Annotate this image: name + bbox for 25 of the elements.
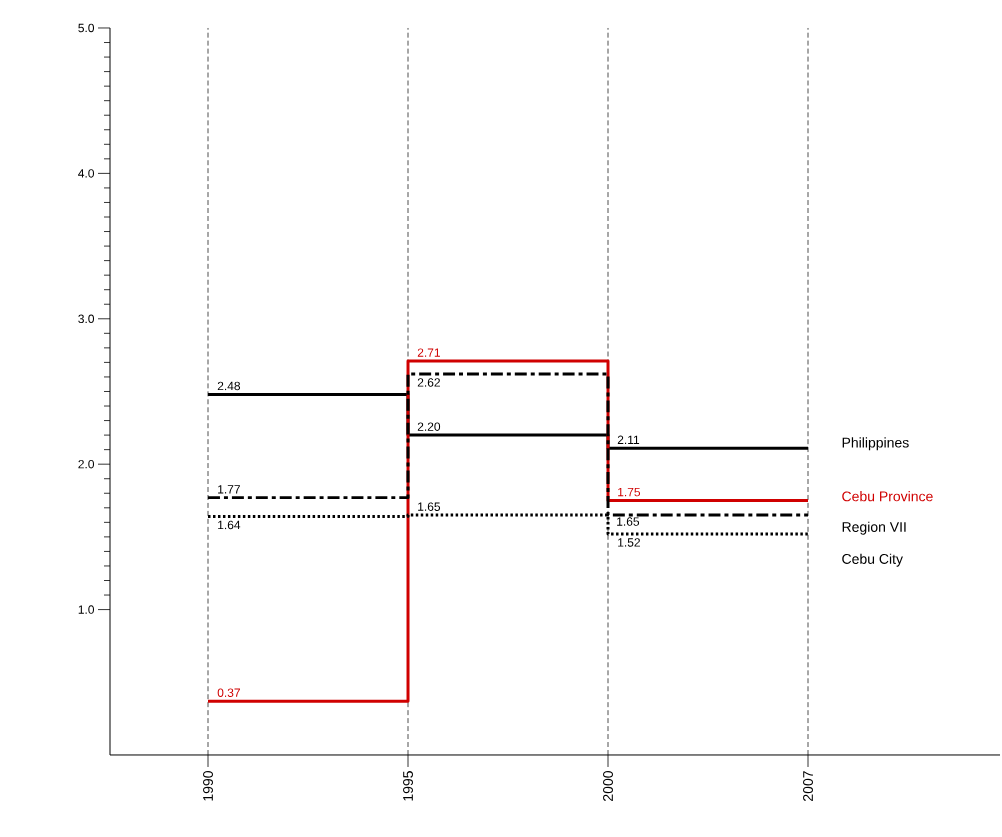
text: Cebu Province: [842, 491, 933, 502]
text: Cebu City: [842, 553, 903, 567]
data-label: 1.64: [218, 520, 241, 530]
data-label: 2.20: [417, 422, 441, 431]
data-label: 1.52: [618, 538, 640, 547]
y-tick-label: 5.0: [78, 23, 95, 33]
data-label: 1.75: [618, 487, 641, 497]
y-tick-label: 2.0: [78, 459, 95, 469]
data-label: 2.62: [417, 378, 440, 387]
x-tick-label: 2000: [603, 771, 613, 801]
x-tick-label: 1990: [203, 771, 213, 801]
y-tick-label: 4.0: [78, 169, 95, 178]
data-label: 2.11: [617, 435, 640, 444]
data-label: 2.48: [217, 381, 241, 391]
data-label: 2.71: [417, 348, 440, 357]
data-label: 0.37: [217, 688, 240, 697]
data-label: 1.65: [617, 517, 640, 526]
text: Region VII: [842, 521, 906, 535]
data-label: 1.77: [218, 485, 240, 494]
data-label: 1.65: [418, 502, 441, 511]
x-tick-label: 1995: [403, 771, 413, 801]
y-tick-label: 3.0: [78, 314, 95, 324]
x-tick-label: 2007: [803, 771, 813, 801]
text: Philippines: [842, 437, 909, 451]
y-tick-label: 1.0: [78, 605, 95, 614]
